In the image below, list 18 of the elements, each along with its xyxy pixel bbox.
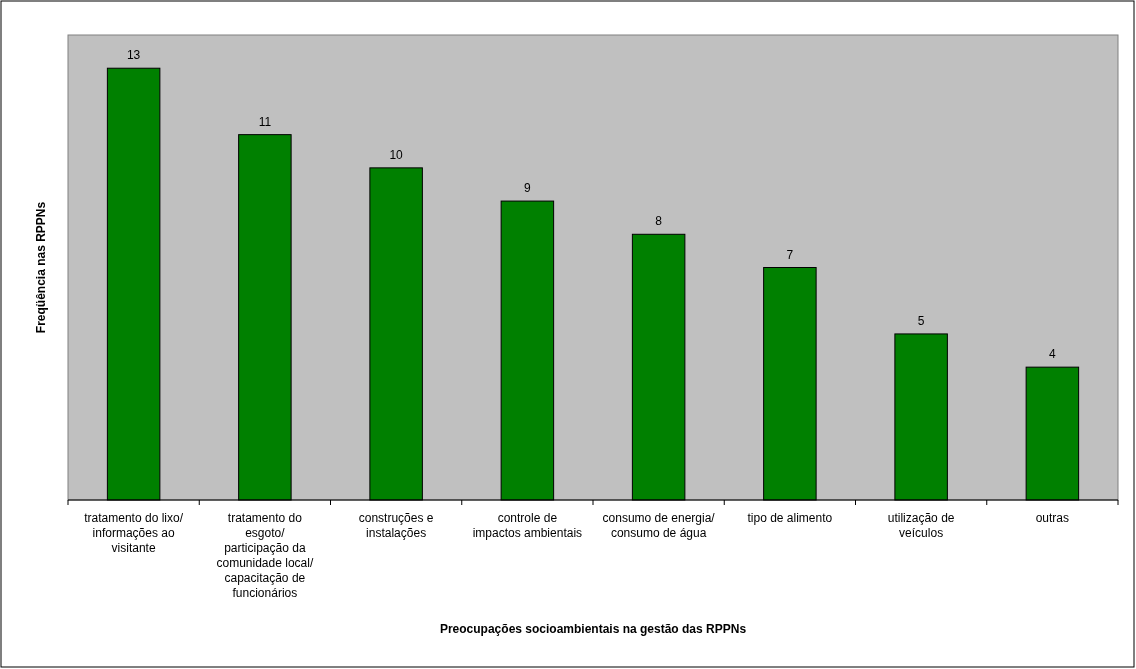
data-label: 4 [1049,347,1057,362]
x-tick-label: outras [1035,511,1070,525]
data-label: 9 [524,181,532,196]
data-label: 5 [917,313,925,328]
x-tick-label: tratamento do lixo/ informações ao visitante [84,511,184,555]
x-axis-title: Preocupações socioambientais na gestão das RPPNs [439,622,747,636]
data-label: 8 [655,214,663,229]
data-label: 7 [786,247,794,262]
y-axis-title: Freqüência nas RPPNs [34,201,48,334]
data-label: 13 [126,48,141,63]
x-tick-label: tratamento do esgoto/ participação da comunidade local/ capacitação de funcionários [216,511,314,600]
x-tick-label: controle de impactos ambientais [472,511,583,540]
x-tick-label: utilização de veículos [887,511,955,540]
x-tick-label: tipo de alimento [747,511,833,525]
x-tick-label: construções e instalações [358,511,434,540]
data-label: 11 [258,114,272,129]
x-tick-label: consumo de energia/ consumo de água [602,511,716,540]
data-label: 10 [389,147,404,162]
